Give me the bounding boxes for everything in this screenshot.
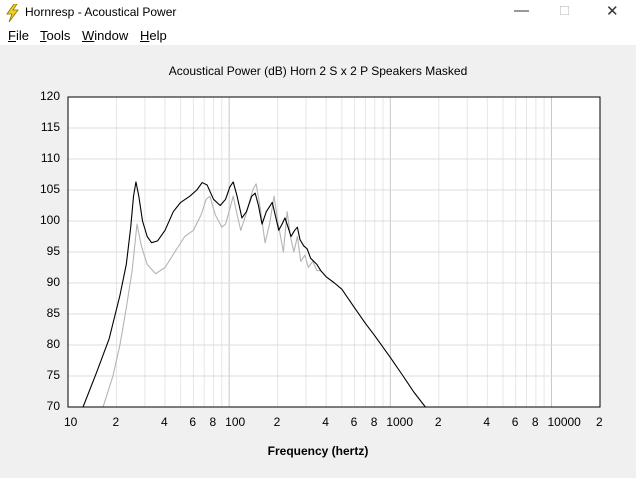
x-tick-label: 2 xyxy=(435,415,442,429)
title-bar: Hornresp - Acoustical Power — □ ✕ xyxy=(0,0,636,26)
series-line xyxy=(102,183,321,407)
y-tick-label: 110 xyxy=(41,151,60,165)
chart-title: Acoustical Power (dB) Horn 2 S x 2 P Spe… xyxy=(169,64,468,78)
menu-item[interactable]: File xyxy=(8,28,29,43)
y-tick-label: 80 xyxy=(47,337,61,351)
x-tick-label: 10000 xyxy=(547,415,581,429)
close-button[interactable]: ✕ xyxy=(606,3,619,20)
x-tick-label: 4 xyxy=(322,415,329,429)
y-tick-label: 105 xyxy=(40,182,60,196)
y-tick-label: 120 xyxy=(40,89,60,103)
menu-item[interactable]: Window xyxy=(82,28,129,43)
menu-bar: File Tools Window Help xyxy=(0,26,636,45)
x-tick-label: 6 xyxy=(512,415,519,429)
y-tick-label: 75 xyxy=(47,368,61,382)
y-tick-label: 115 xyxy=(41,120,60,134)
y-tick-label: 90 xyxy=(47,275,61,289)
x-tick-label: 6 xyxy=(189,415,196,429)
x-tick-label: 4 xyxy=(161,415,168,429)
menu-item[interactable]: Help xyxy=(140,28,167,43)
x-tick-label: 2 xyxy=(596,415,603,429)
x-tick-label: 8 xyxy=(532,415,539,429)
series-line xyxy=(82,181,426,407)
x-tick-label: 2 xyxy=(274,415,281,429)
x-tick-label: 100 xyxy=(225,415,245,429)
plot-border xyxy=(67,96,601,408)
y-tick-label: 95 xyxy=(47,244,61,258)
y-tick-label: 85 xyxy=(47,306,61,320)
x-tick-label: 10 xyxy=(64,415,78,429)
minimize-button[interactable]: — xyxy=(514,2,529,19)
y-tick-label: 70 xyxy=(47,399,61,413)
y-tick-label: 100 xyxy=(40,213,60,227)
x-axis-label: Frequency (hertz) xyxy=(268,444,369,458)
menu-item[interactable]: Tools xyxy=(40,28,71,43)
x-tick-label: 6 xyxy=(351,415,358,429)
x-tick-label: 2 xyxy=(113,415,120,429)
maximize-button[interactable]: □ xyxy=(560,2,570,19)
x-tick-label: 8 xyxy=(371,415,378,429)
x-tick-label: 1000 xyxy=(386,415,413,429)
window-title: Hornresp - Acoustical Power xyxy=(25,5,177,19)
x-tick-label: 4 xyxy=(483,415,490,429)
app-icon xyxy=(6,4,19,22)
x-tick-label: 8 xyxy=(210,415,217,429)
